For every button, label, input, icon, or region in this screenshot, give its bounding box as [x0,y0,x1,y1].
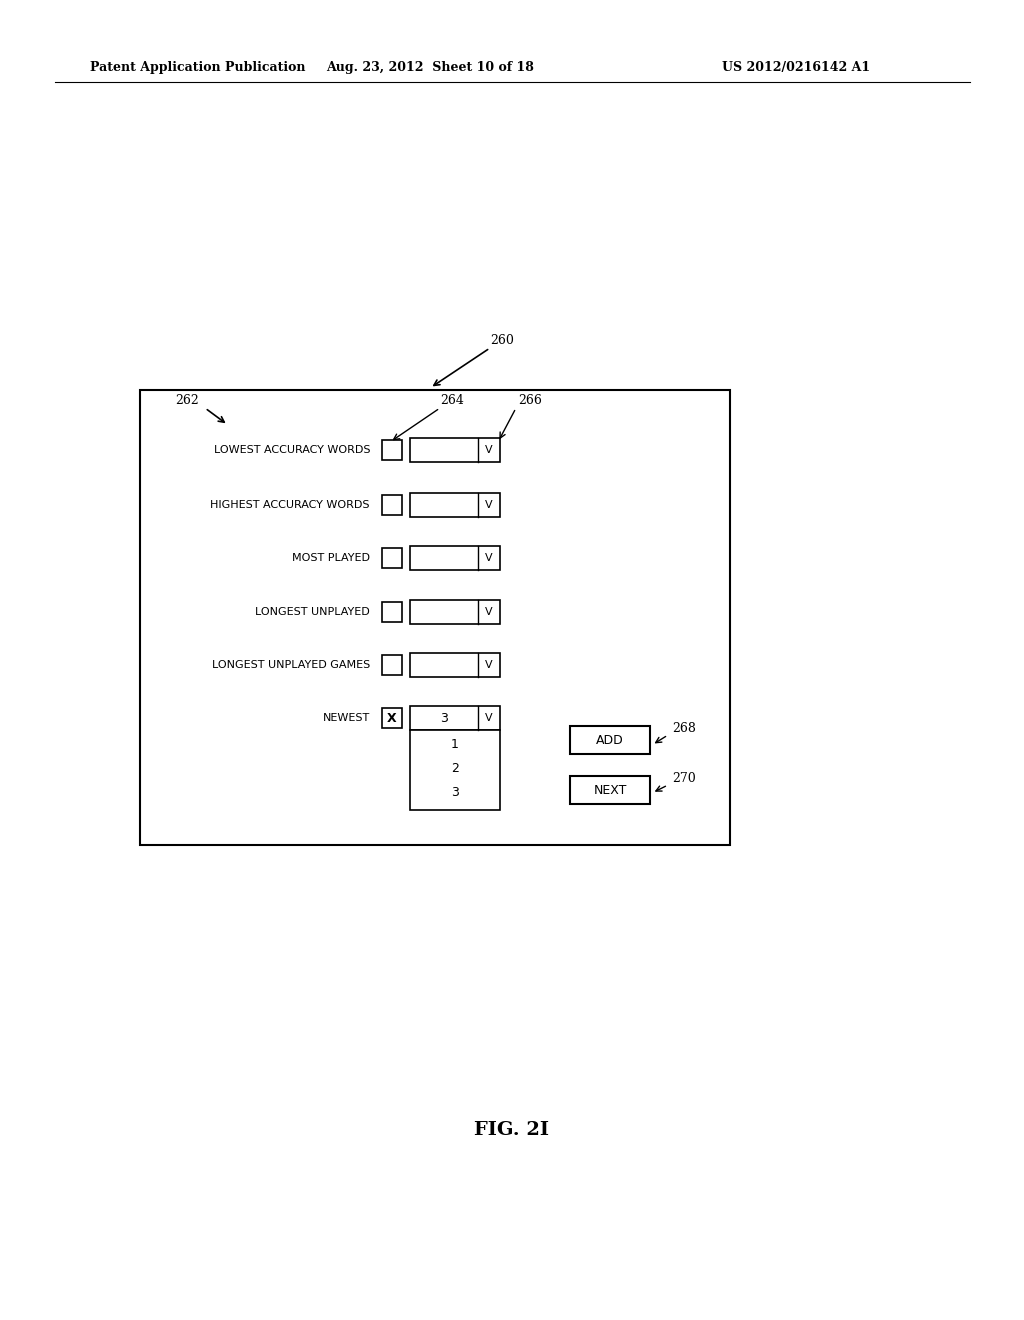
Text: 262: 262 [175,393,199,407]
Text: 266: 266 [518,393,542,407]
Text: 1: 1 [451,738,459,751]
Text: 2: 2 [451,762,459,775]
Bar [382,708,402,729]
Text: X: X [387,711,397,725]
Text: 264: 264 [440,393,464,407]
Bar [140,389,730,845]
Bar [570,726,650,754]
Text: ADD: ADD [596,734,624,747]
Text: NEXT: NEXT [593,784,627,796]
Bar [382,548,402,568]
Bar [410,706,500,730]
Text: V: V [485,500,493,510]
Bar [382,495,402,515]
Bar [410,653,500,677]
Bar [410,438,500,462]
Bar [570,776,650,804]
Text: 3: 3 [451,785,459,799]
Text: 260: 260 [490,334,514,346]
Text: V: V [485,445,493,455]
Text: LONGEST UNPLAYED GAMES: LONGEST UNPLAYED GAMES [212,660,370,671]
Bar [410,730,500,810]
Text: V: V [485,713,493,723]
Text: LOWEST ACCURACY WORDS: LOWEST ACCURACY WORDS [213,445,370,455]
Text: Patent Application Publication: Patent Application Publication [90,62,305,74]
Text: HIGHEST ACCURACY WORDS: HIGHEST ACCURACY WORDS [211,500,370,510]
Bar [382,602,402,622]
Text: V: V [485,607,493,616]
Text: 268: 268 [672,722,696,734]
Bar [382,440,402,459]
Bar [410,546,500,570]
Bar [410,601,500,624]
Text: V: V [485,660,493,671]
Text: FIG. 2I: FIG. 2I [474,1121,550,1139]
Text: 270: 270 [672,771,695,784]
Text: LONGEST UNPLAYED: LONGEST UNPLAYED [255,607,370,616]
Text: 3: 3 [440,711,447,725]
Text: Aug. 23, 2012  Sheet 10 of 18: Aug. 23, 2012 Sheet 10 of 18 [326,62,534,74]
Text: NEWEST: NEWEST [323,713,370,723]
Text: MOST PLAYED: MOST PLAYED [292,553,370,564]
Bar [382,655,402,675]
Text: US 2012/0216142 A1: US 2012/0216142 A1 [722,62,870,74]
Bar [410,492,500,517]
Text: V: V [485,553,493,564]
